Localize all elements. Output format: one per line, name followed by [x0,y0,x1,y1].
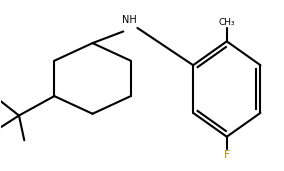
Text: CH₃: CH₃ [218,18,235,27]
Text: F: F [224,150,230,160]
Text: NH: NH [122,15,137,25]
